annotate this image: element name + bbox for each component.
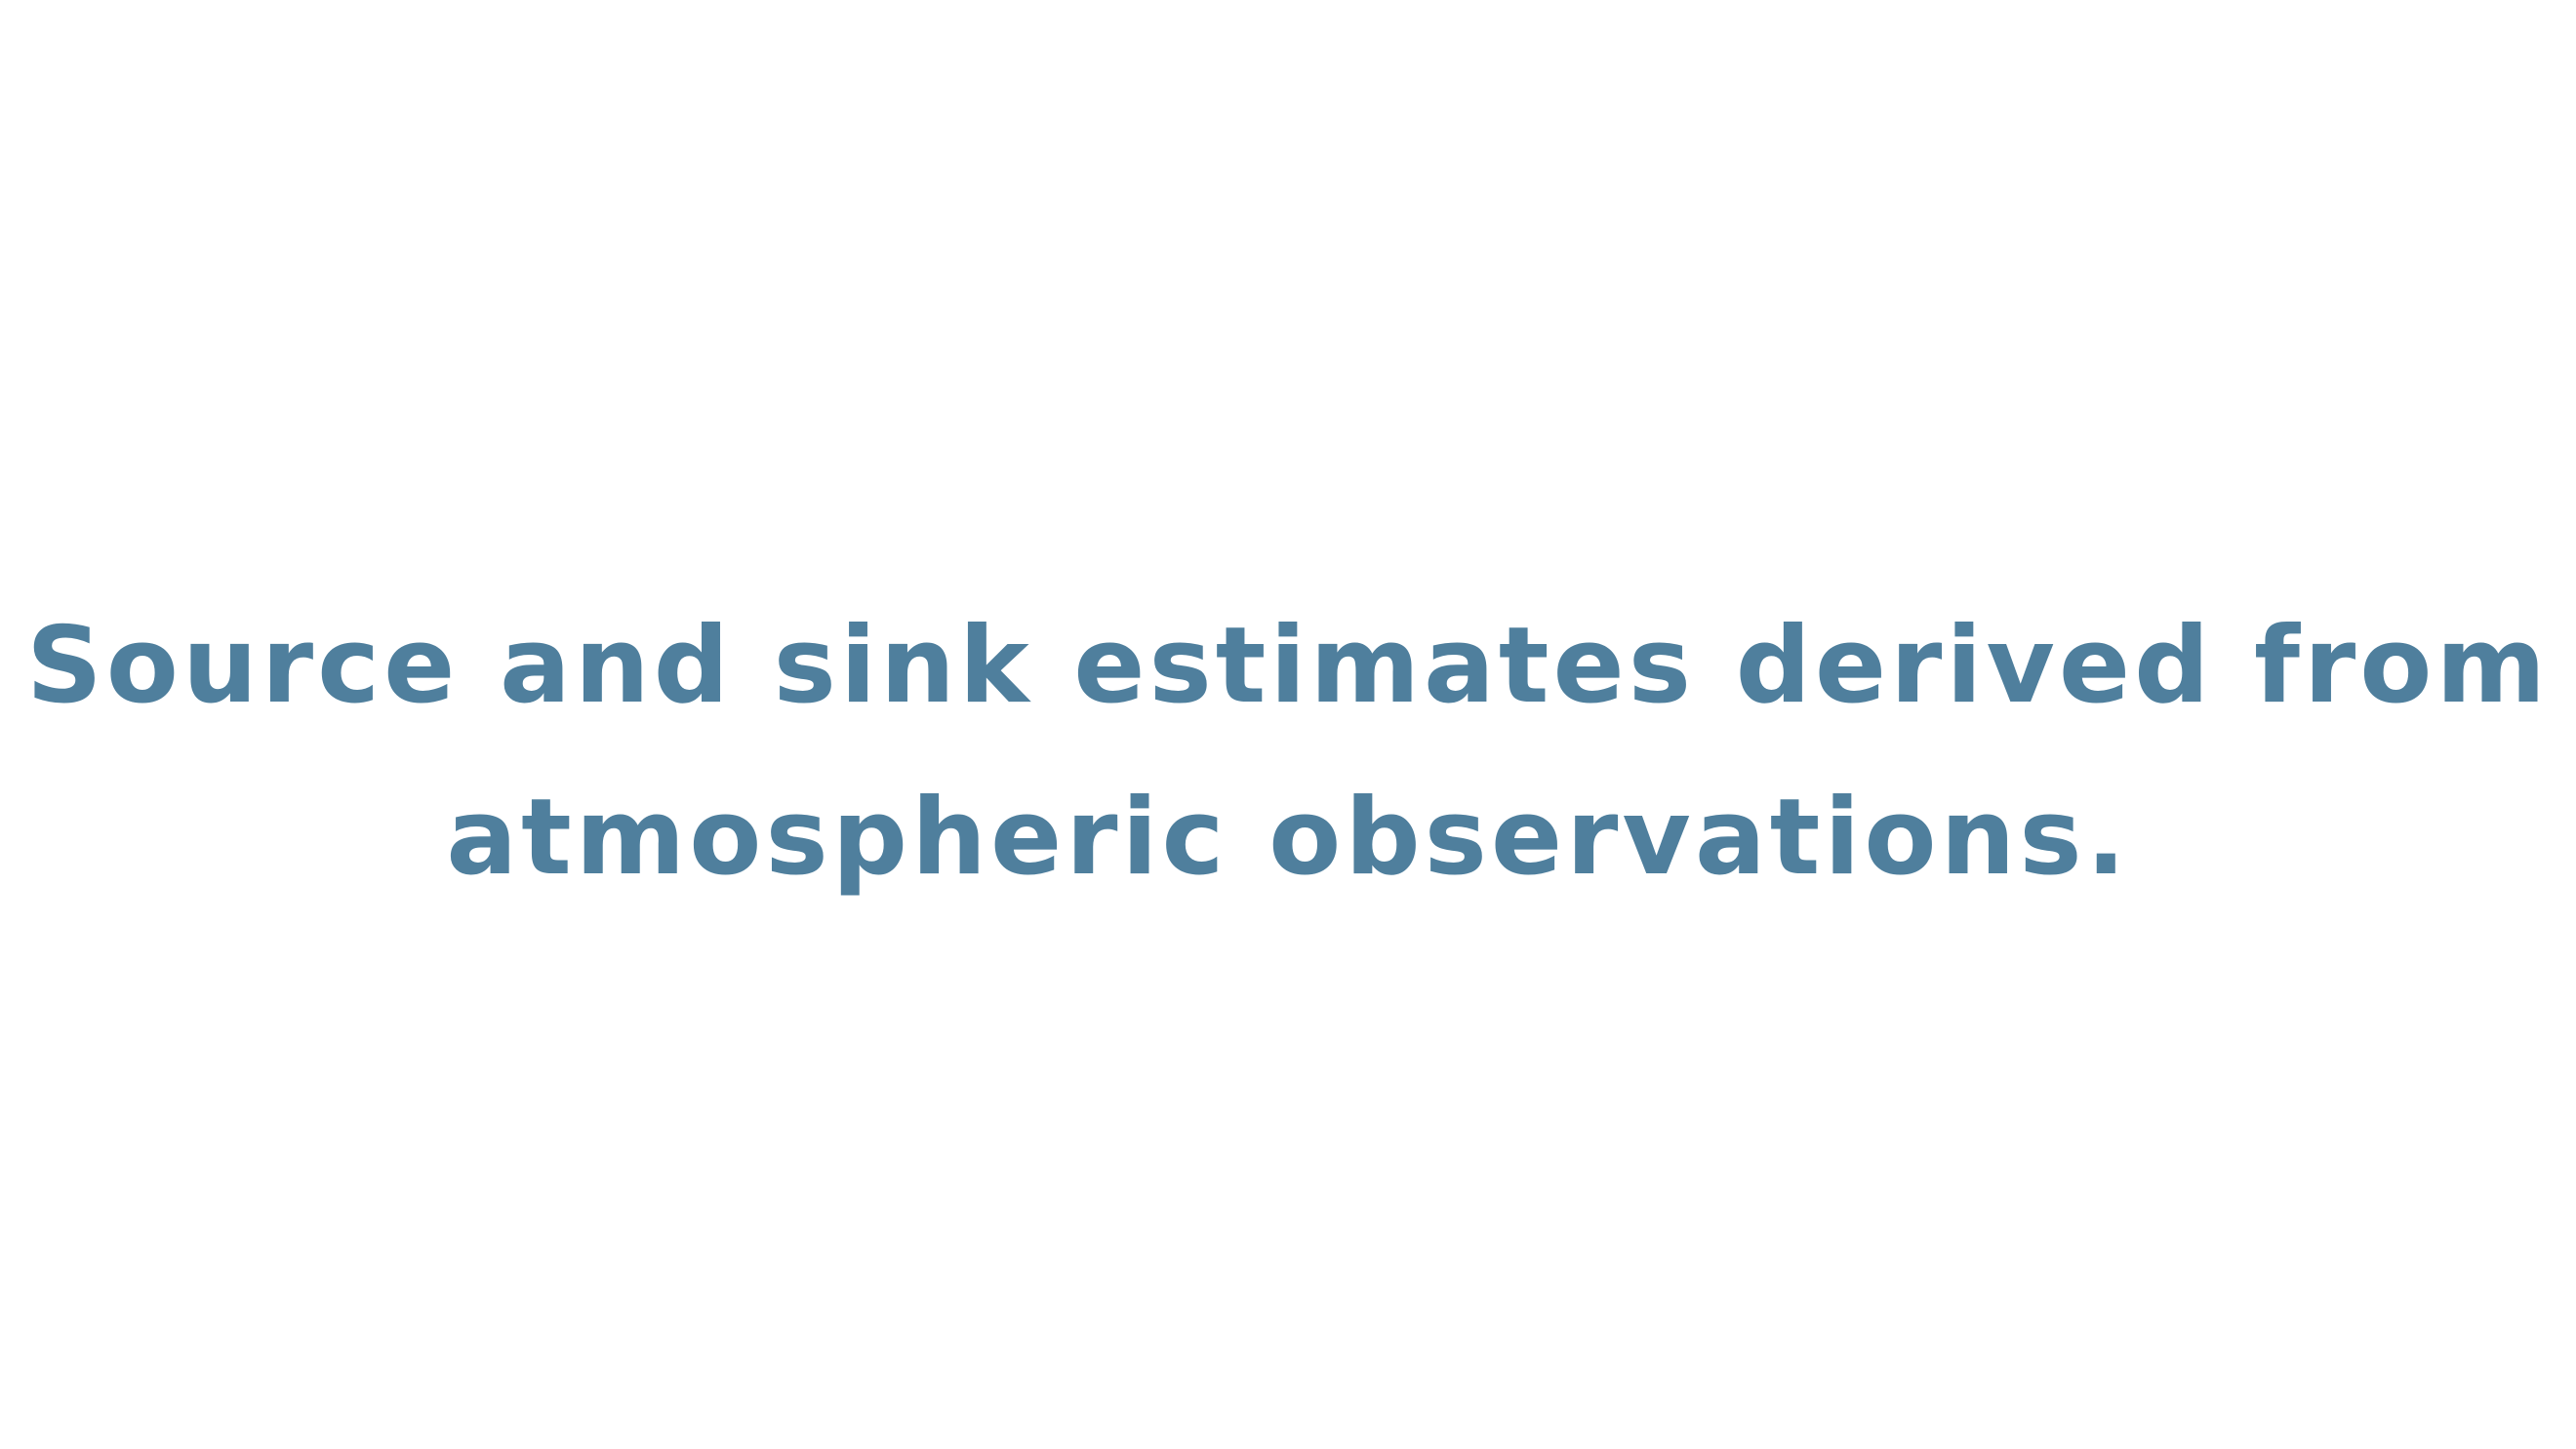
headline-line-2: atmospheric observations. xyxy=(446,777,2130,899)
headline-line-1: Source and sink estimates derived from xyxy=(25,605,2550,727)
slide-headline: Source and sink estimates derived from a… xyxy=(0,581,2576,924)
